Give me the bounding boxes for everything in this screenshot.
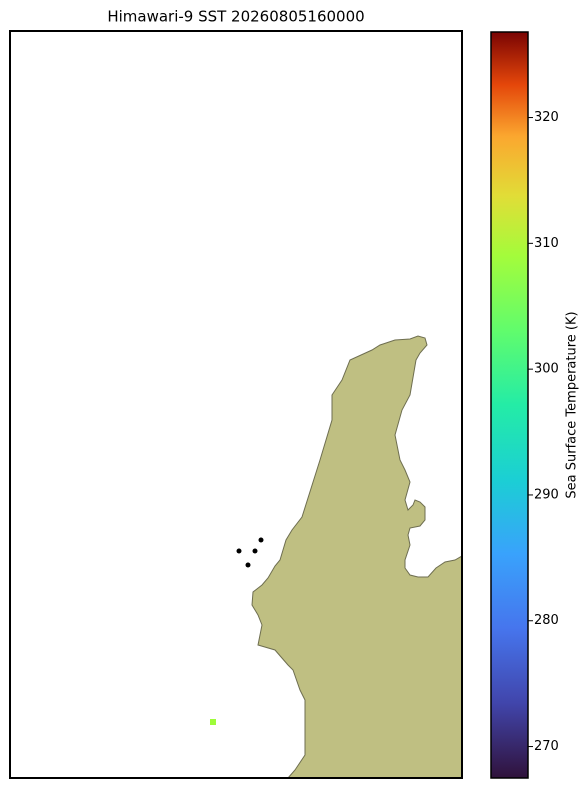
map-frame xyxy=(9,30,463,779)
station-dot xyxy=(245,562,251,568)
sst-pixel xyxy=(210,719,216,725)
station-dot xyxy=(258,537,264,543)
station-dot xyxy=(252,548,258,554)
colorbar-label: Sea Surface Temperature (K) xyxy=(565,311,580,498)
land xyxy=(251,335,463,779)
station-dot xyxy=(236,548,242,554)
colorbar-tick-label: 290 xyxy=(534,487,559,502)
colorbar-tick-label: 310 xyxy=(534,236,559,251)
colorbar xyxy=(490,31,529,779)
colorbar-tick-label: 270 xyxy=(534,739,559,754)
map-title: Himawari-9 SST 20260805160000 xyxy=(107,8,364,26)
colorbar-tick-label: 280 xyxy=(534,613,559,628)
colorbar-tick-label: 300 xyxy=(534,362,559,377)
colorbar-tick-label: 320 xyxy=(534,110,559,125)
